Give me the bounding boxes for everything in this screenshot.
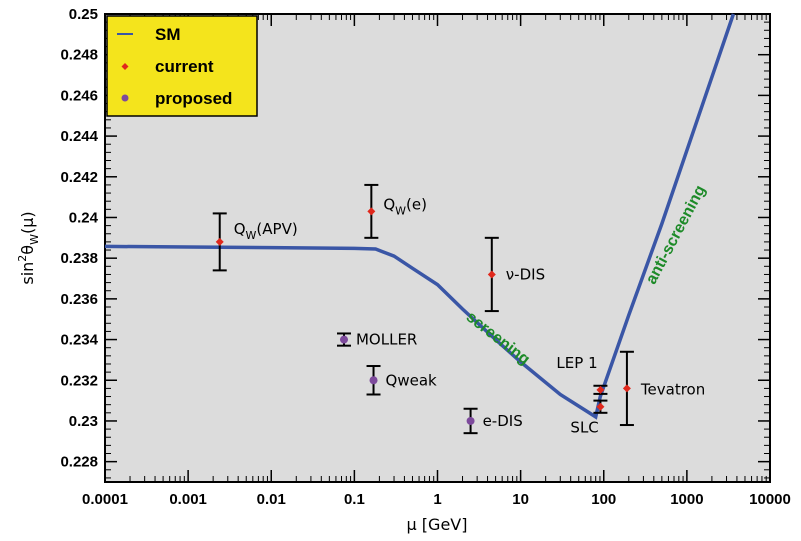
point-label-main: Q (234, 220, 246, 238)
point-label: MOLLER (356, 331, 417, 349)
y-title-tail: (μ) (18, 211, 37, 234)
data-point-tevatron (622, 384, 631, 393)
y-title-sub: W (28, 234, 41, 245)
x-tick-label: 0.001 (169, 491, 207, 508)
point-label-main: MOLLER (356, 331, 417, 349)
y-title-base: sin (18, 262, 37, 285)
x-tick-label: 1 (433, 491, 441, 508)
y-tick-label: 0.242 (60, 169, 98, 186)
point-label-sub: W (395, 204, 406, 217)
y-tick-label: 0.244 (60, 128, 98, 145)
y-tick-label: 0.232 (60, 372, 98, 389)
point-label: LEP 1 (556, 354, 597, 372)
data-point-q (215, 237, 224, 246)
point-label-main: Qweak (386, 371, 437, 389)
point-label-tail: (APV) (256, 220, 297, 238)
point-label: Qweak (386, 371, 437, 389)
point-label: SLC (570, 419, 598, 437)
point-label: e-DIS (483, 412, 523, 430)
data-point-slc (596, 402, 605, 411)
y-title-sup: 2 (16, 255, 29, 262)
legend-proposed-label: proposed (155, 89, 232, 108)
data-point-e-dis (466, 416, 475, 425)
point-label: ν-DIS (506, 265, 545, 283)
legend-current-swatch (121, 63, 129, 70)
y-tick-label: 0.23 (69, 413, 98, 430)
x-tick-label: 0.01 (257, 491, 286, 508)
point-label-main: e-DIS (483, 412, 523, 430)
x-tick-label: 0.0001 (82, 491, 128, 508)
legend-current-label: current (155, 57, 214, 76)
x-tick-label: 10000 (749, 491, 791, 508)
point-label: Tevatron (640, 380, 705, 398)
y-tick-label: 0.24 (69, 209, 99, 226)
x-tick-label: 100 (591, 491, 616, 508)
point-label-main: ν-DIS (506, 265, 545, 283)
y-axis-title: sin2θW(μ) (16, 211, 41, 284)
x-tick-label: 1000 (670, 491, 703, 508)
point-label-tail: (e) (406, 195, 427, 213)
x-tick-label: 0.1 (344, 491, 365, 508)
data-point-ν-dis (487, 270, 496, 279)
sm-curve (104, 13, 736, 420)
legend-box (106, 15, 258, 117)
y-tick-label: 0.236 (60, 291, 98, 308)
legend-proposed-swatch (121, 94, 129, 102)
y-title-mid: θ (18, 245, 37, 255)
y-tick-label: 0.246 (60, 87, 98, 104)
x-tick-label: 10 (512, 491, 529, 508)
data-point-qweak (369, 376, 378, 385)
legend: SM current proposed (106, 15, 258, 117)
y-tick-label: 0.238 (60, 250, 98, 267)
data-point-moller (339, 335, 348, 344)
y-tick-label: 0.25 (69, 6, 98, 23)
data-point-lep-1 (596, 385, 605, 394)
point-label-main: Q (383, 195, 395, 213)
point-label: QW(e) (383, 195, 427, 217)
point-label: QW(APV) (234, 220, 298, 242)
tick-labels: 0.0001 0.001 0.01 0.1 1 10 100 1000 10000 0.228 0.… (60, 6, 790, 508)
y-tick-label: 0.234 (60, 332, 98, 349)
point-label-main: SLC (570, 419, 598, 437)
point-label-main: LEP 1 (556, 354, 597, 372)
x-axis-title: μ [GeV] (407, 515, 468, 534)
legend-sm-label: SM (155, 25, 181, 44)
data-point-q (367, 207, 376, 216)
y-tick-label: 0.248 (60, 47, 98, 64)
point-label-main: Tevatron (640, 380, 705, 398)
y-tick-label: 0.228 (60, 454, 98, 471)
point-label-sub: W (246, 229, 257, 242)
